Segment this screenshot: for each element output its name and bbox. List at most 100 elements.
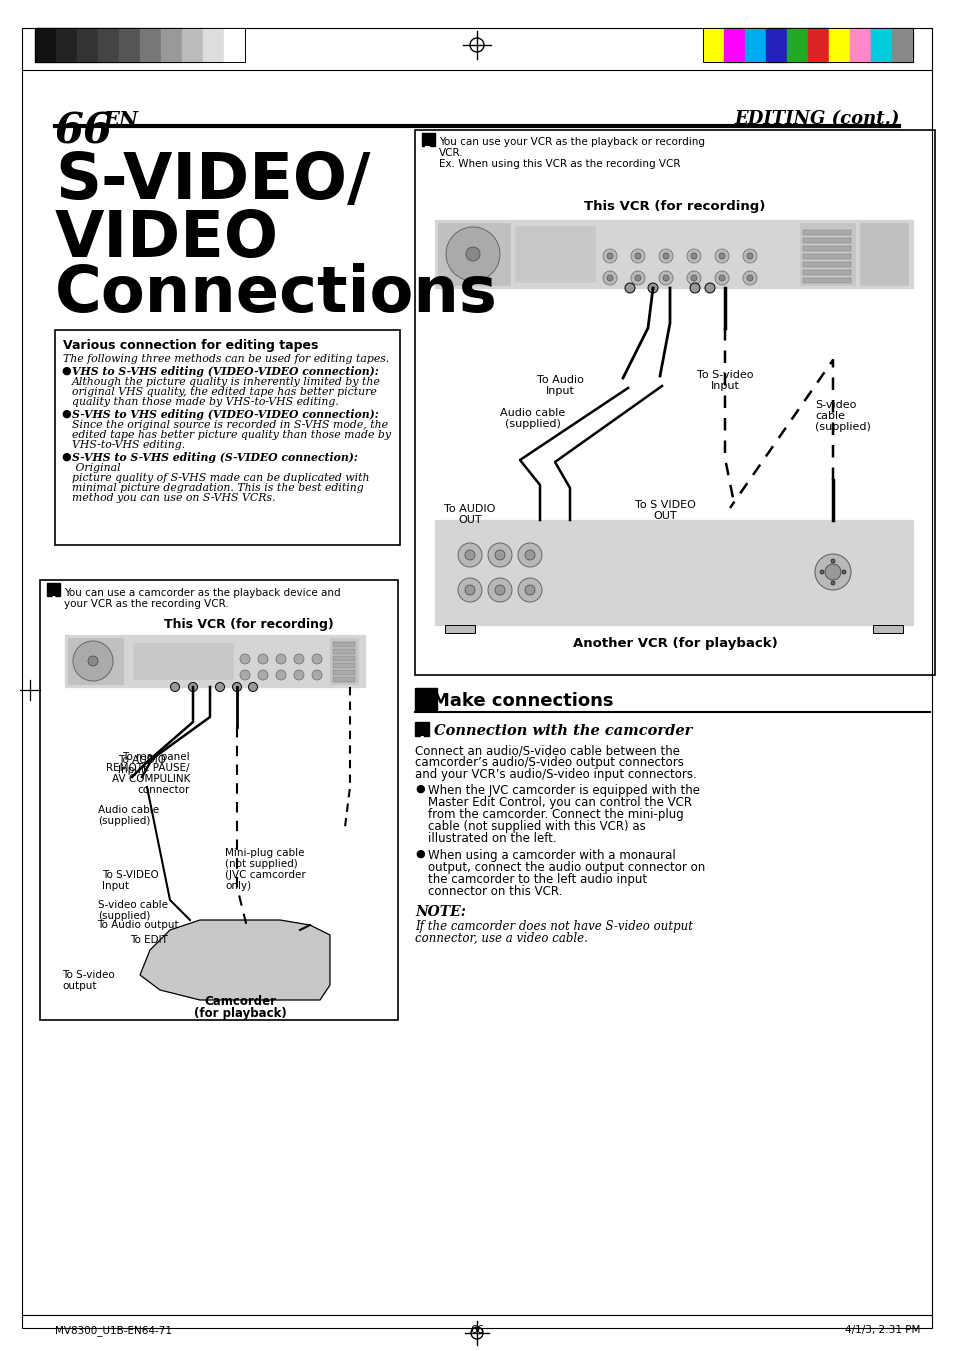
Text: ●: ● [415, 848, 424, 859]
Circle shape [714, 272, 728, 285]
Text: AV COMPULINK: AV COMPULINK [112, 774, 190, 784]
Circle shape [464, 585, 475, 594]
Text: Input: Input [118, 765, 145, 775]
Text: To S-video: To S-video [62, 970, 114, 979]
Circle shape [312, 654, 322, 663]
Text: You can use a camcorder as the playback device and: You can use a camcorder as the playback … [64, 588, 340, 598]
Circle shape [465, 247, 479, 261]
Text: Although the picture quality is inherently limited by the: Although the picture quality is inherent… [71, 377, 380, 386]
Bar [77, 28, 98, 62]
Bar [333, 677, 355, 682]
Bar [802, 270, 850, 276]
Text: Audio cable: Audio cable [500, 408, 565, 417]
Bar [140, 28, 161, 62]
Text: Mini-plug cable: Mini-plug cable [225, 848, 304, 858]
Bar [891, 28, 912, 62]
Text: minimal picture degradation. This is the best editing: minimal picture degradation. This is the… [71, 484, 363, 493]
Text: ●: ● [61, 453, 71, 462]
Bar [786, 28, 807, 62]
Text: VHS to S-VHS editing (VIDEO-VIDEO connection):: VHS to S-VHS editing (VIDEO-VIDEO connec… [71, 366, 378, 377]
Circle shape [294, 670, 304, 680]
Text: NOTE:: NOTE: [415, 905, 465, 919]
Text: You can use your VCR as the playback or recording: You can use your VCR as the playback or … [438, 136, 704, 147]
Bar [35, 28, 56, 62]
Text: connector: connector [137, 785, 190, 794]
Text: original VHS quality, the edited tape has better picture: original VHS quality, the edited tape ha… [71, 386, 376, 397]
Text: S-video cable: S-video cable [98, 900, 168, 911]
Circle shape [171, 682, 179, 692]
Text: To Audio: To Audio [536, 376, 583, 385]
Bar [828, 28, 849, 62]
Circle shape [240, 670, 250, 680]
Circle shape [215, 682, 224, 692]
Circle shape [275, 670, 286, 680]
Circle shape [88, 657, 98, 666]
Circle shape [606, 276, 613, 281]
Circle shape [824, 563, 841, 580]
Bar [744, 28, 765, 62]
Text: edited tape has better picture quality than those made by: edited tape has better picture quality t… [71, 430, 391, 440]
Bar [40, 580, 397, 1020]
Circle shape [606, 253, 613, 259]
Text: EDITING (cont.): EDITING (cont.) [734, 109, 899, 128]
Circle shape [719, 253, 724, 259]
Text: the camcorder to the left audio input: the camcorder to the left audio input [428, 873, 646, 886]
Bar [435, 520, 912, 626]
Circle shape [457, 578, 481, 603]
Bar [182, 28, 203, 62]
Text: Camcorder: Camcorder [204, 994, 275, 1008]
Text: When the JVC camcorder is equipped with the: When the JVC camcorder is equipped with … [428, 784, 700, 797]
Circle shape [248, 682, 257, 692]
Circle shape [746, 276, 752, 281]
Circle shape [240, 654, 250, 663]
Circle shape [630, 272, 644, 285]
Bar [859, 223, 907, 285]
Bar [515, 226, 595, 282]
Text: (supplied): (supplied) [504, 419, 560, 430]
Text: This VCR (for recording): This VCR (for recording) [583, 200, 765, 213]
Circle shape [257, 670, 268, 680]
Bar [161, 28, 182, 62]
Circle shape [446, 227, 499, 281]
Text: quality than those made by VHS-to-VHS editing.: quality than those made by VHS-to-VHS ed… [71, 397, 338, 407]
Text: (supplied): (supplied) [98, 816, 151, 825]
Circle shape [624, 282, 635, 293]
Text: Original: Original [71, 463, 120, 473]
Circle shape [189, 682, 197, 692]
Circle shape [714, 249, 728, 263]
Text: This VCR (for recording): This VCR (for recording) [164, 617, 334, 631]
Bar [333, 657, 355, 661]
Bar [415, 721, 429, 736]
Text: picture quality of S-VHS made can be duplicated with: picture quality of S-VHS made can be dup… [71, 473, 369, 484]
Circle shape [647, 282, 658, 293]
Text: from the camcorder. Connect the mini-plug: from the camcorder. Connect the mini-plu… [428, 808, 683, 821]
Text: ●: ● [415, 784, 424, 794]
Circle shape [602, 249, 617, 263]
Bar [802, 254, 850, 259]
Circle shape [275, 654, 286, 663]
Text: Since the original source is recorded in S-VHS mode, the: Since the original source is recorded in… [71, 420, 388, 430]
Text: To AUDIO: To AUDIO [118, 755, 166, 765]
Bar [870, 28, 891, 62]
Text: To AUDIO: To AUDIO [444, 504, 496, 513]
Text: VHS-to-VHS editing.: VHS-to-VHS editing. [71, 440, 185, 450]
Text: output: output [62, 981, 96, 992]
Circle shape [464, 550, 475, 561]
Text: connector, use a video cable.: connector, use a video cable. [415, 932, 587, 944]
Text: S-video: S-video [814, 400, 856, 409]
Bar [415, 688, 436, 711]
Bar [802, 230, 850, 235]
Text: (supplied): (supplied) [814, 422, 870, 432]
Bar [802, 278, 850, 282]
Bar [723, 28, 744, 62]
Circle shape [704, 282, 714, 293]
Bar [802, 246, 850, 251]
Text: The following three methods can be used for editing tapes.: The following three methods can be used … [63, 354, 389, 363]
Text: Another VCR (for playback): Another VCR (for playback) [572, 638, 777, 650]
Text: Connect an audio/S-video cable between the: Connect an audio/S-video cable between t… [415, 744, 679, 757]
Text: EN: EN [103, 109, 138, 130]
Text: Input: Input [102, 881, 129, 892]
Text: To rear panel: To rear panel [122, 753, 190, 762]
Circle shape [524, 550, 535, 561]
Text: (not supplied): (not supplied) [225, 859, 297, 869]
